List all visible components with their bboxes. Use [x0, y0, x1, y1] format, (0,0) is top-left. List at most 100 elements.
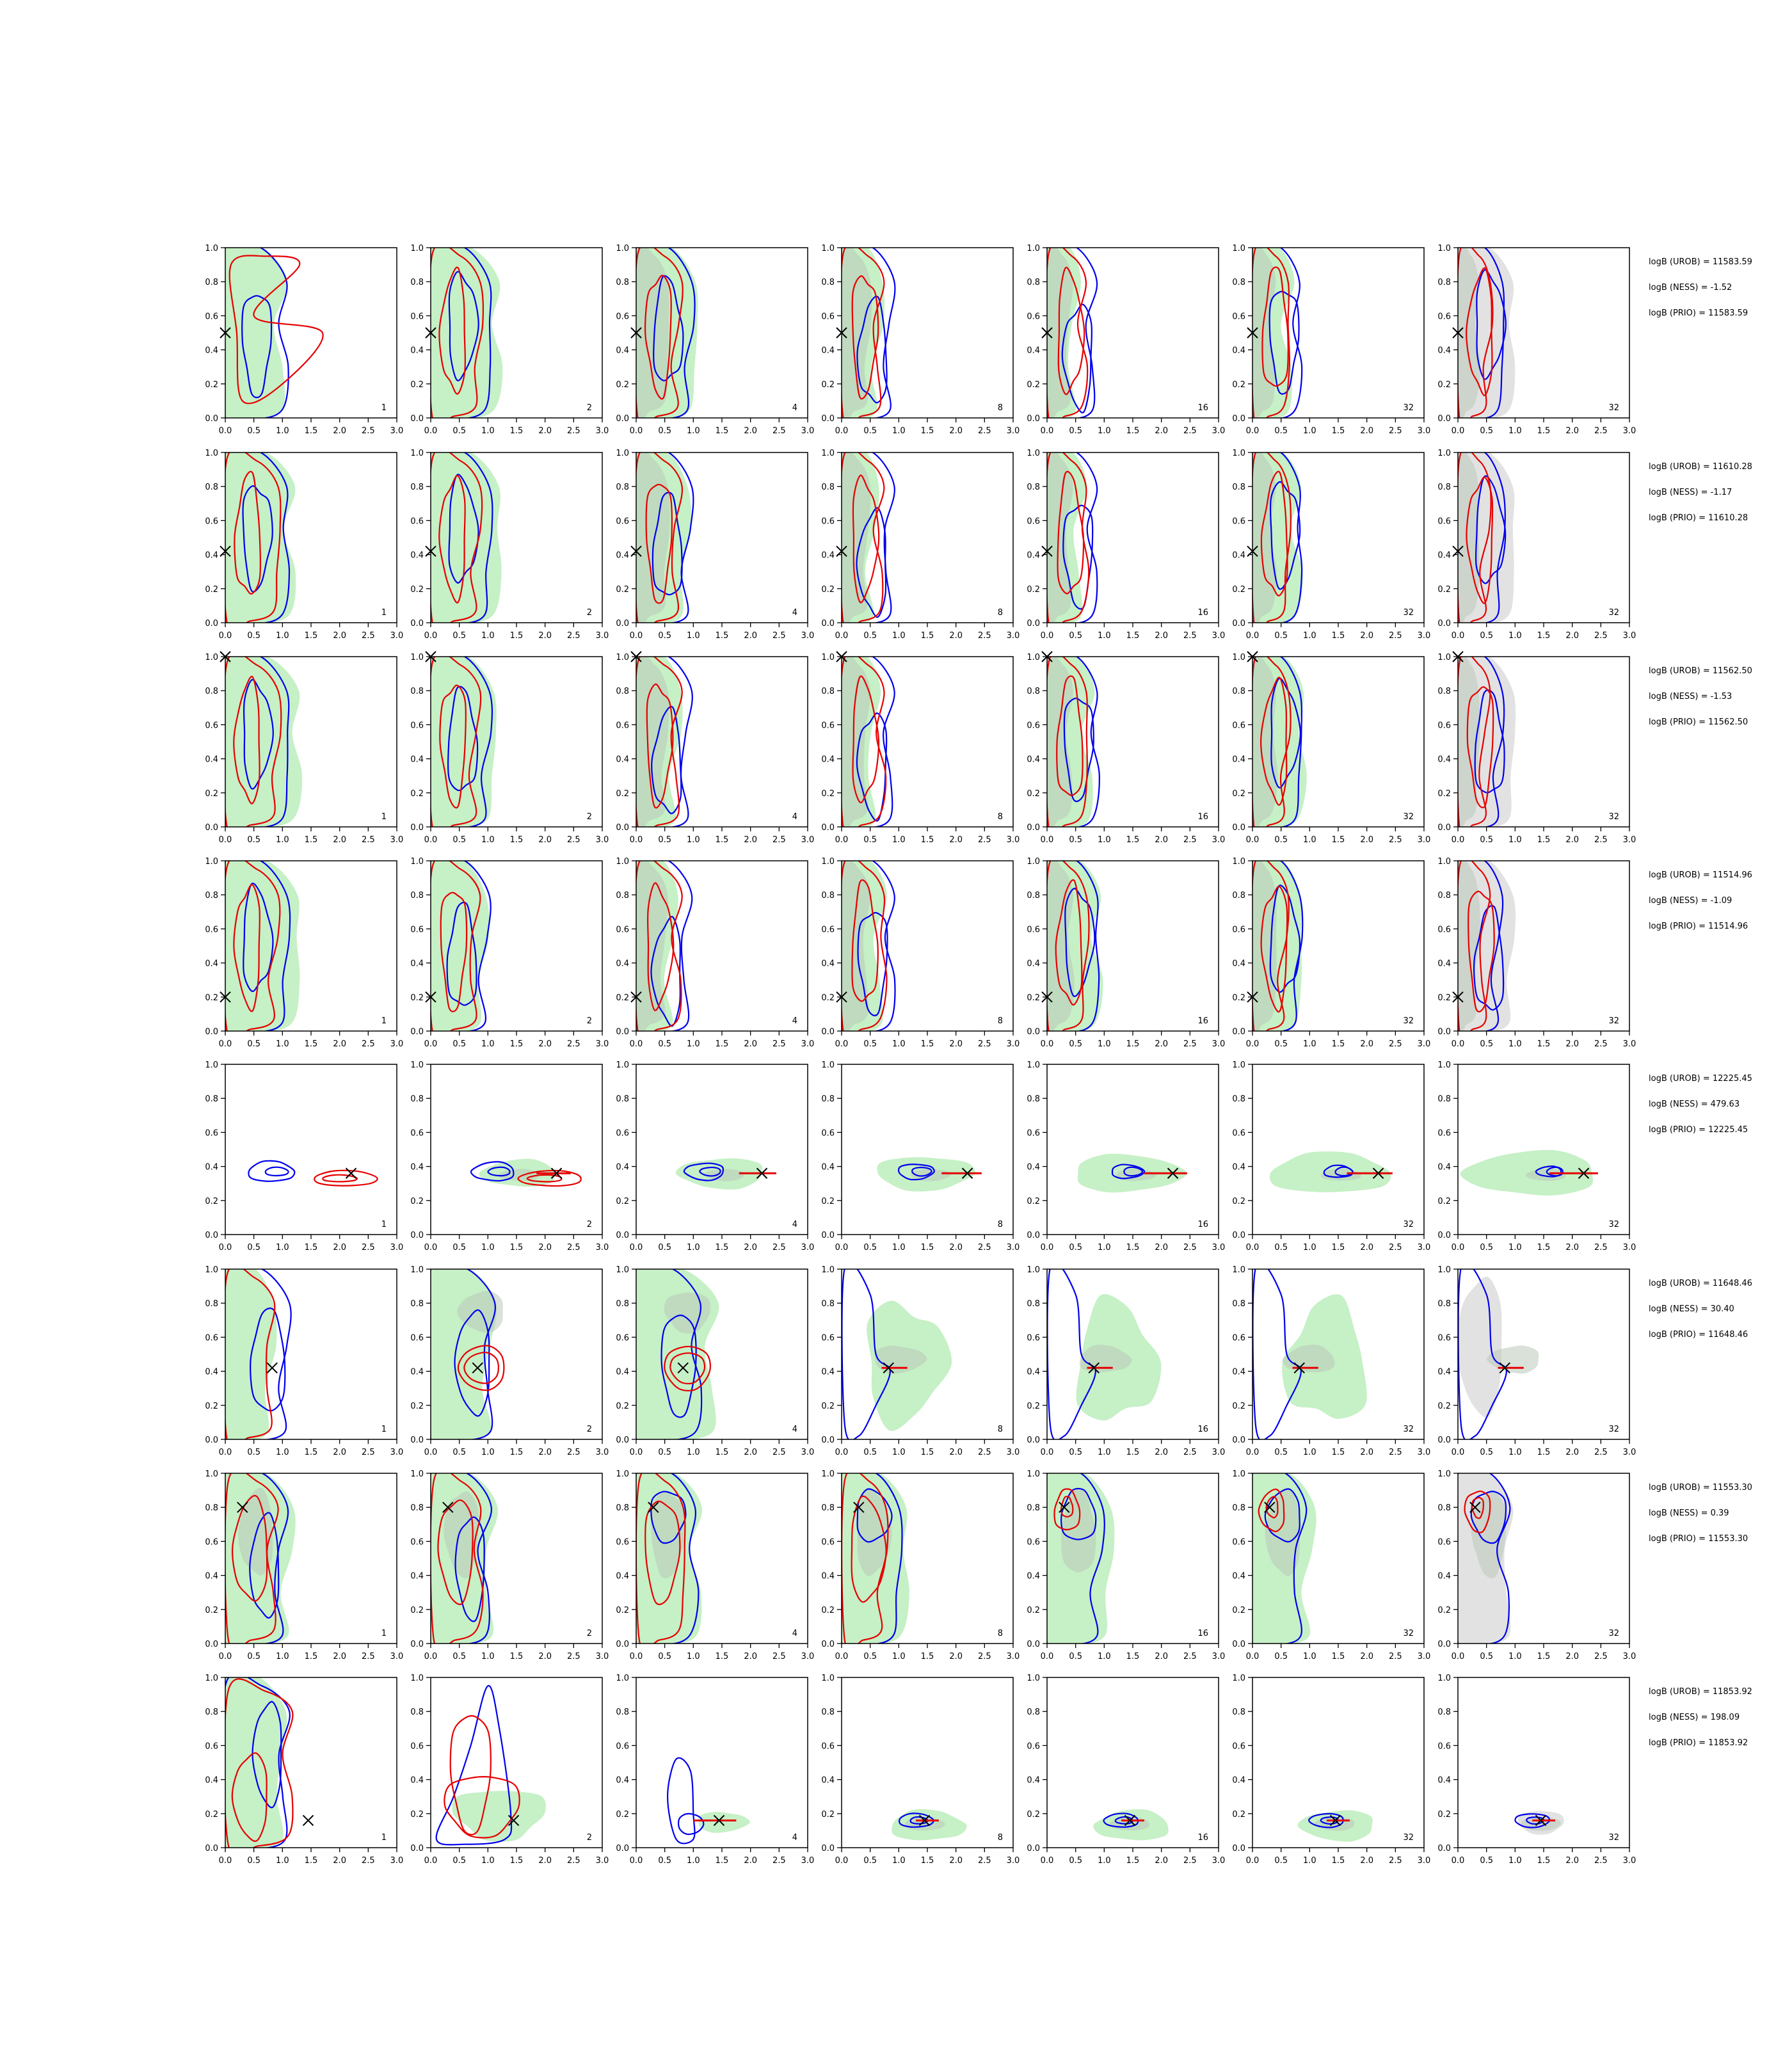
y-tick-label: 0.4 [410, 1163, 424, 1172]
y-tick-label: 0.0 [821, 619, 835, 628]
x-tick-label: 3.0 [390, 631, 404, 641]
y-tick-label: 0.4 [1232, 551, 1245, 561]
x-tick-label: 1.0 [687, 1652, 700, 1661]
y-tick-label: 1.0 [205, 1265, 218, 1275]
y-tick-label: 0.2 [410, 1402, 424, 1411]
true-value-marker [756, 1167, 768, 1179]
ness-contour [1056, 675, 1084, 796]
panel-r8-c5: 0.0 0.5 1.0 1.5 2.0 2.5 3.0 0.0 0.2 0.4 0.6 0.8 1.0 1… [1027, 1674, 1225, 1866]
density-green-region [225, 1677, 287, 1848]
logb-urob-label: logB (UROB) = 11583.59 [1649, 257, 1752, 267]
x-tick-label: 2.5 [567, 426, 580, 436]
x-tick-label: 2.0 [538, 1448, 552, 1457]
y-tick-label: 1.0 [410, 653, 424, 662]
ness-contour [526, 1174, 563, 1183]
x-tick-label: 0.5 [658, 631, 671, 641]
density-inner-region [636, 248, 669, 418]
x-tick-label: 2.0 [744, 1448, 757, 1457]
x-tick-label: 0.0 [424, 835, 438, 845]
unrob-contour [1114, 1816, 1133, 1825]
x-tick-label: 0.0 [1246, 1448, 1260, 1457]
y-tick-label: 0.8 [616, 483, 629, 492]
density-inner-region [1252, 861, 1277, 1031]
ness-contour [1466, 267, 1493, 396]
x-tick-label: 1.0 [276, 835, 289, 845]
x-tick-label: 0.5 [658, 1856, 671, 1866]
x-tick-label: 1.0 [1098, 631, 1111, 641]
x-tick-label: 3.0 [1212, 1856, 1226, 1866]
y-tick-label: 0.4 [1027, 1776, 1040, 1786]
x-tick-label: 2.5 [1389, 1243, 1402, 1252]
panel-label: 1 [381, 1220, 387, 1229]
x-tick-label: 1.5 [1537, 1856, 1551, 1866]
y-tick-label: 0.4 [821, 551, 835, 561]
x-tick-label: 0.0 [630, 1039, 643, 1049]
unrob-contour [249, 1512, 280, 1619]
true-value-marker [237, 1501, 248, 1513]
x-tick-label: 0.5 [1069, 1856, 1082, 1866]
x-tick-label: 2.5 [978, 835, 991, 845]
x-tick-label: 2.5 [1389, 1652, 1402, 1661]
x-tick-label: 2.5 [1594, 1448, 1608, 1457]
y-tick-label: 1.0 [205, 653, 218, 662]
panel-label: 32 [1608, 1425, 1619, 1434]
x-tick-label: 2.0 [333, 1243, 346, 1252]
logb-urob-label: logB (UROB) = 11562.50 [1649, 666, 1752, 676]
y-tick-label: 0.2 [1232, 1197, 1245, 1206]
density-inner-region [237, 1487, 273, 1576]
unrob-contour [243, 678, 274, 790]
ness-contour [228, 255, 324, 404]
y-tick-label: 0.8 [1232, 483, 1245, 492]
y-tick-label: 1.0 [205, 1060, 218, 1070]
ness-contour [1057, 266, 1085, 396]
x-tick-label: 1.0 [1508, 1039, 1522, 1049]
y-tick-label: 0.2 [205, 993, 218, 1003]
logb-urob-label: logB (UROB) = 12225.45 [1649, 1074, 1752, 1084]
y-tick-label: 0.0 [821, 823, 835, 833]
unrob-contour [1047, 452, 1098, 623]
x-tick-label: 1.0 [276, 631, 289, 641]
x-tick-label: 3.0 [390, 1448, 404, 1457]
density-green-region [225, 248, 288, 418]
density-inner-region [1047, 657, 1073, 827]
y-tick-label: 0.2 [616, 585, 629, 595]
x-tick-label: 2.0 [1565, 631, 1579, 641]
y-tick-label: 0.6 [821, 516, 835, 526]
y-tick-label: 0.0 [1232, 1027, 1245, 1037]
logb-prio-label: logB (PRIO) = 11853.92 [1649, 1738, 1748, 1748]
x-tick-label: 2.0 [1155, 1243, 1168, 1252]
panel-r3-c6: 0.0 0.5 1.0 1.5 2.0 2.5 3.0 0.0 0.2 0.4 0.6 0.8 1.0 3… [1232, 651, 1430, 845]
x-tick-label: 0.0 [1041, 1652, 1054, 1661]
x-tick-label: 0.0 [1041, 1243, 1054, 1252]
true-value-marker [918, 1814, 931, 1827]
unrob-contour [1458, 452, 1506, 623]
y-tick-label: 0.8 [1232, 891, 1245, 900]
x-tick-label: 2.0 [744, 1243, 757, 1252]
x-tick-label: 2.0 [538, 1243, 552, 1252]
x-tick-label: 2.5 [1389, 426, 1402, 436]
panel-r2-c1: 0.0 0.5 1.0 1.5 2.0 2.5 3.0 0.0 0.2 0.4 0.6 0.8 1.0 1 [205, 449, 404, 641]
y-tick-label: 0.8 [205, 1503, 218, 1513]
x-tick-label: 2.5 [1389, 1856, 1402, 1866]
x-tick-label: 1.5 [921, 1856, 934, 1866]
y-tick-label: 1.0 [205, 244, 218, 253]
panel-r5-c5: 0.0 0.5 1.0 1.5 2.0 2.5 3.0 0.0 0.2 0.4 0.6 0.8 1.0 1… [1027, 1060, 1225, 1252]
y-tick-label: 0.4 [616, 1572, 629, 1581]
x-tick-label: 0.5 [1480, 1856, 1493, 1866]
ness-contour [439, 684, 467, 809]
x-tick-label: 0.5 [247, 1243, 260, 1252]
y-tick-label: 0.4 [410, 1776, 424, 1786]
y-tick-label: 0.6 [1027, 721, 1040, 730]
y-tick-label: 1.0 [616, 449, 629, 458]
x-tick-label: 2.0 [1155, 835, 1168, 845]
x-tick-label: 0.5 [1274, 631, 1288, 641]
unrob-contour [447, 685, 479, 792]
ness-contour [645, 483, 673, 604]
ness-contour [438, 266, 467, 395]
y-tick-label: 0.4 [616, 551, 629, 561]
y-tick-label: 0.8 [821, 483, 835, 492]
x-tick-label: 0.5 [1069, 835, 1082, 845]
ness-contour [1260, 470, 1288, 596]
y-tick-label: 0.8 [205, 1094, 218, 1104]
x-tick-label: 2.5 [567, 1039, 580, 1049]
